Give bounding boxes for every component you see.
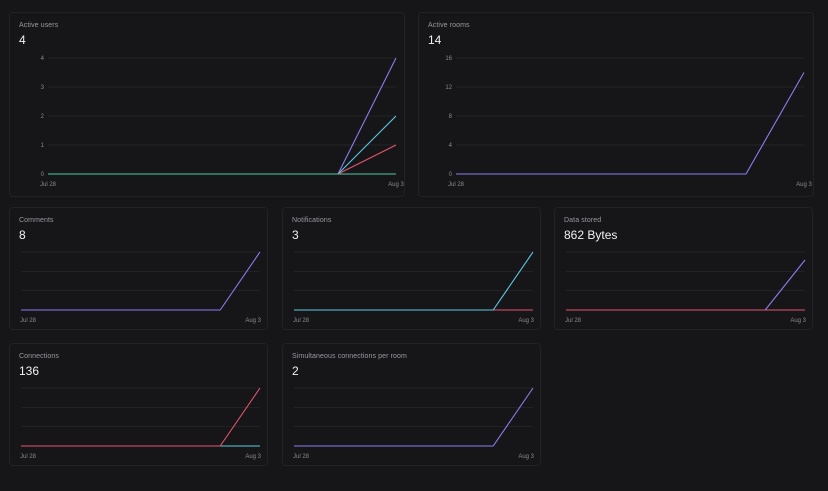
- series-line-cyan: [294, 251, 534, 311]
- y-tick-label: 2: [41, 114, 45, 120]
- card-value: 2: [292, 364, 299, 378]
- series-line-red: [21, 387, 261, 447]
- y-tick-label: 16: [445, 56, 452, 62]
- x-tick-label: Jul 28: [293, 454, 310, 460]
- card-title: Simultaneous connections per room: [292, 353, 407, 360]
- x-tick-label: Jul 28: [40, 182, 57, 188]
- y-tick-label: 8: [449, 114, 453, 120]
- card-active-users: Active users 4 0 1 2 3 4 Jul 28 Aug 3: [9, 12, 405, 197]
- y-tick-label: 0: [449, 172, 453, 178]
- x-tick-label: Aug 3: [518, 454, 534, 460]
- card-title: Notifications: [292, 217, 332, 224]
- chart-active-rooms: 0 4 8 12 16 Jul 28 Aug 3: [445, 56, 812, 188]
- card-active-rooms: Active rooms 14 0 4 8 12 16 Jul 28 Aug 3: [418, 12, 814, 197]
- card-value: 3: [292, 228, 299, 242]
- card-comments: Comments 8 Jul 28 Aug 3: [9, 207, 268, 330]
- x-tick-label: Jul 28: [565, 318, 582, 324]
- x-tick-label: Aug 3: [245, 454, 261, 460]
- chart-data-stored: Jul 28 Aug 3: [565, 251, 807, 324]
- series-line-purple: [21, 251, 261, 311]
- card-notifications: Notifications 3 Jul 28 Aug 3: [282, 207, 541, 330]
- x-tick-label: Aug 3: [796, 182, 812, 188]
- card-title: Data stored: [564, 217, 602, 224]
- y-tick-label: 12: [445, 85, 452, 91]
- chart-notifications: Jul 28 Aug 3: [293, 251, 535, 324]
- chart-comments: Jul 28 Aug 3: [20, 251, 262, 324]
- x-tick-label: Jul 28: [20, 454, 37, 460]
- chart-simultaneous-connections: Jul 28 Aug 3: [293, 387, 535, 460]
- x-tick-label: Jul 28: [20, 318, 37, 324]
- series-line-purple: [566, 259, 806, 311]
- y-tick-label: 4: [41, 56, 45, 62]
- y-tick-label: 3: [41, 85, 45, 91]
- y-tick-label: 1: [41, 143, 45, 149]
- card-value: 136: [19, 364, 40, 378]
- x-tick-label: Aug 3: [388, 182, 404, 188]
- card-title: Active rooms: [428, 22, 470, 29]
- card-connections: Connections 136 Jul 28 Aug 3: [9, 343, 268, 466]
- series-line-purple: [294, 387, 534, 447]
- card-value: 14: [428, 33, 442, 47]
- x-tick-label: Jul 28: [448, 182, 465, 188]
- x-tick-label: Aug 3: [518, 318, 534, 324]
- card-title: Active users: [19, 22, 59, 29]
- card-value: 8: [19, 228, 26, 242]
- card-title: Comments: [19, 217, 54, 224]
- card-value: 862 Bytes: [564, 228, 618, 242]
- series-line-purple: [456, 72, 805, 175]
- chart-active-users: 0 1 2 3 4 Jul 28 Aug 3: [40, 56, 405, 188]
- chart-connections: Jul 28 Aug 3: [20, 387, 262, 460]
- card-simultaneous-connections: Simultaneous connections per room 2 Jul …: [282, 343, 541, 466]
- x-tick-label: Aug 3: [245, 318, 261, 324]
- card-data-stored: Data stored 862 Bytes Jul 28 Aug 3: [554, 207, 813, 330]
- x-tick-label: Aug 3: [790, 318, 806, 324]
- y-tick-label: 4: [449, 143, 453, 149]
- series-line-red: [48, 144, 397, 175]
- card-value: 4: [19, 33, 26, 47]
- y-tick-label: 0: [41, 172, 45, 178]
- x-tick-label: Jul 28: [293, 318, 310, 324]
- card-title: Connections: [19, 353, 60, 360]
